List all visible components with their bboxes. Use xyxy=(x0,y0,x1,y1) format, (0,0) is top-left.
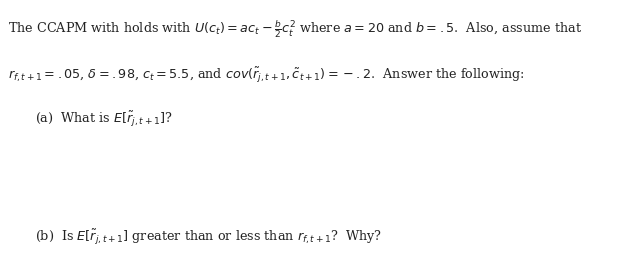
Text: (a)  What is $E[\tilde{r}_{j,t+1}]$?: (a) What is $E[\tilde{r}_{j,t+1}]$? xyxy=(35,110,172,129)
Text: The CCAPM with holds with $U(c_t) = ac_t - \frac{b}{2}c_t^2$ where $a = 20$ and : The CCAPM with holds with $U(c_t) = ac_t… xyxy=(8,18,582,40)
Text: (b)  Is $E[\tilde{r}_{j,t+1}]$ greater than or less than $r_{f,t+1}$?  Why?: (b) Is $E[\tilde{r}_{j,t+1}]$ greater th… xyxy=(35,228,382,247)
Text: $r_{f,t+1} = .05$, $\delta = .98$, $c_t = 5.5$, and $cov(\tilde{r}_{j,t+1}, \til: $r_{f,t+1} = .05$, $\delta = .98$, $c_t … xyxy=(8,66,524,85)
